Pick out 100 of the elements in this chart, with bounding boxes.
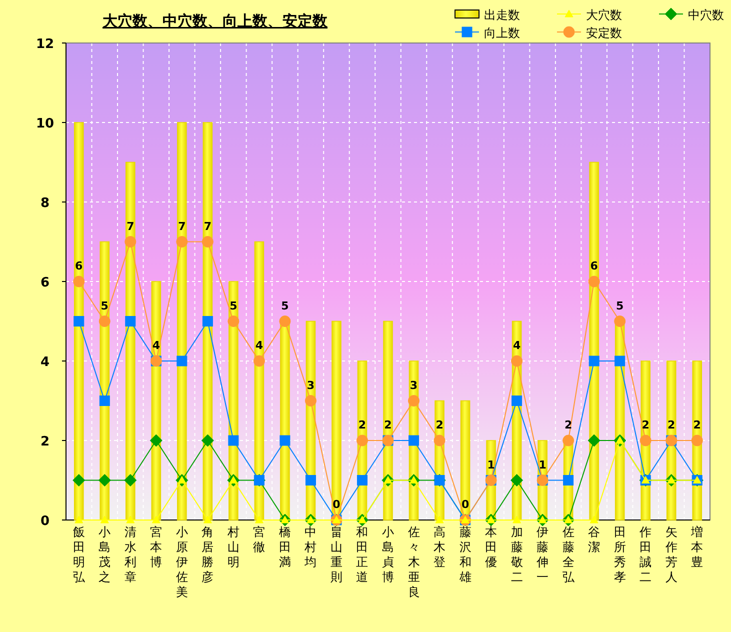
- point: [588, 276, 600, 288]
- x-tick-label: 伊藤伸一: [536, 525, 549, 584]
- point: [176, 236, 188, 248]
- x-tick-label: 飯田明弘: [72, 525, 86, 584]
- point: [511, 355, 523, 367]
- point: [640, 434, 652, 446]
- point: [358, 516, 366, 524]
- point: [228, 435, 239, 446]
- chart-title: 大穴数、中穴数、向上数、安定数: [102, 12, 328, 30]
- x-tick-label: 小原伊佐美: [176, 525, 188, 599]
- data-label: 2: [384, 418, 392, 432]
- point: [304, 395, 316, 406]
- data-label: 3: [410, 378, 418, 392]
- x-tick-label: 村山明: [226, 525, 240, 569]
- point: [201, 434, 214, 447]
- x-tick-label: 田所秀孝: [614, 525, 626, 584]
- point: [74, 316, 84, 326]
- x-tick-label: 角居勝彦: [202, 525, 214, 584]
- point: [486, 516, 496, 524]
- point: [435, 516, 444, 524]
- point: [150, 434, 162, 447]
- data-label: 3: [306, 378, 315, 392]
- point: [98, 474, 111, 486]
- x-tick-label: 佐々木亜良: [408, 525, 420, 599]
- data-label: 6: [75, 260, 84, 272]
- point: [564, 516, 573, 524]
- data-label: 2: [642, 418, 650, 432]
- x-tick-label: 佐藤全弘: [562, 525, 576, 584]
- legend-item: 中穴数: [658, 8, 724, 22]
- legend-label: 大穴数: [586, 8, 622, 22]
- data-label: 6: [590, 260, 598, 272]
- point: [510, 474, 524, 486]
- data-label: 4: [255, 339, 264, 352]
- point: [356, 475, 368, 486]
- legend-label: 安定数: [586, 26, 622, 40]
- point: [176, 356, 188, 366]
- data-label: 4: [512, 339, 521, 352]
- y-tick-label: 2: [40, 434, 50, 450]
- point: [306, 516, 315, 524]
- point: [152, 516, 160, 524]
- point: [253, 355, 265, 367]
- legend-item: 大穴数: [556, 8, 622, 22]
- point: [512, 516, 522, 524]
- data-label: 7: [178, 220, 186, 233]
- y-tick-label: 0: [40, 514, 50, 529]
- x-tick-label: 宮本博: [150, 525, 162, 569]
- data-label: 0: [332, 498, 341, 511]
- data-label: 1: [487, 458, 495, 472]
- point: [72, 474, 86, 486]
- x-tick-label: 畠山重則: [330, 525, 342, 584]
- point: [202, 236, 214, 248]
- point: [74, 516, 84, 524]
- legend-label: 出走数: [484, 8, 520, 22]
- point: [614, 356, 626, 366]
- x-tick-label: 作田誠二: [638, 525, 652, 584]
- x-tick-label: 本田優: [485, 525, 498, 569]
- point: [279, 316, 291, 327]
- data-label: 5: [616, 299, 624, 312]
- point: [588, 434, 600, 447]
- point: [614, 316, 626, 327]
- x-tick-label: 小島茂之: [98, 525, 111, 584]
- point: [99, 396, 110, 406]
- legend-item: 向上数: [454, 26, 520, 40]
- y-tick-label: 4: [40, 355, 50, 370]
- point: [538, 516, 547, 524]
- point: [203, 516, 212, 524]
- x-tick-label: 矢作芳人: [664, 525, 678, 584]
- point: [124, 236, 136, 248]
- data-label: 1: [538, 458, 546, 472]
- point: [588, 356, 600, 366]
- data-label: 5: [281, 299, 289, 312]
- y-tick-label: 12: [36, 37, 54, 52]
- data-label: 7: [126, 220, 134, 233]
- x-tick-label: 中村均: [304, 525, 317, 569]
- legend-item: 安定数: [556, 26, 622, 40]
- x-tick-label: 小島貞博: [382, 525, 394, 584]
- point: [98, 316, 110, 327]
- data-label: 2: [436, 418, 444, 432]
- point: [512, 396, 522, 406]
- legend-label: 中穴数: [688, 8, 724, 22]
- point: [563, 475, 574, 486]
- point: [202, 316, 213, 326]
- point: [73, 276, 85, 288]
- x-tick-label: 藤沢和雄: [458, 525, 472, 584]
- bar: [126, 162, 136, 520]
- y-tick-label: 8: [40, 196, 50, 211]
- y-tick-label: 6: [40, 276, 50, 290]
- x-tick-label: 高木登: [434, 525, 446, 569]
- point: [228, 316, 240, 327]
- legend-label: 向上数: [484, 26, 520, 40]
- x-tick-label: 和田正道: [356, 525, 368, 584]
- point: [280, 516, 290, 524]
- x-tick-label: 清水利章: [124, 525, 136, 584]
- x-tick-label: 谷潔: [588, 525, 600, 554]
- point: [305, 475, 316, 486]
- point: [562, 434, 574, 446]
- point: [100, 516, 109, 524]
- point: [408, 395, 420, 406]
- data-label: 5: [100, 299, 108, 312]
- legend-item: 出走数: [454, 8, 520, 22]
